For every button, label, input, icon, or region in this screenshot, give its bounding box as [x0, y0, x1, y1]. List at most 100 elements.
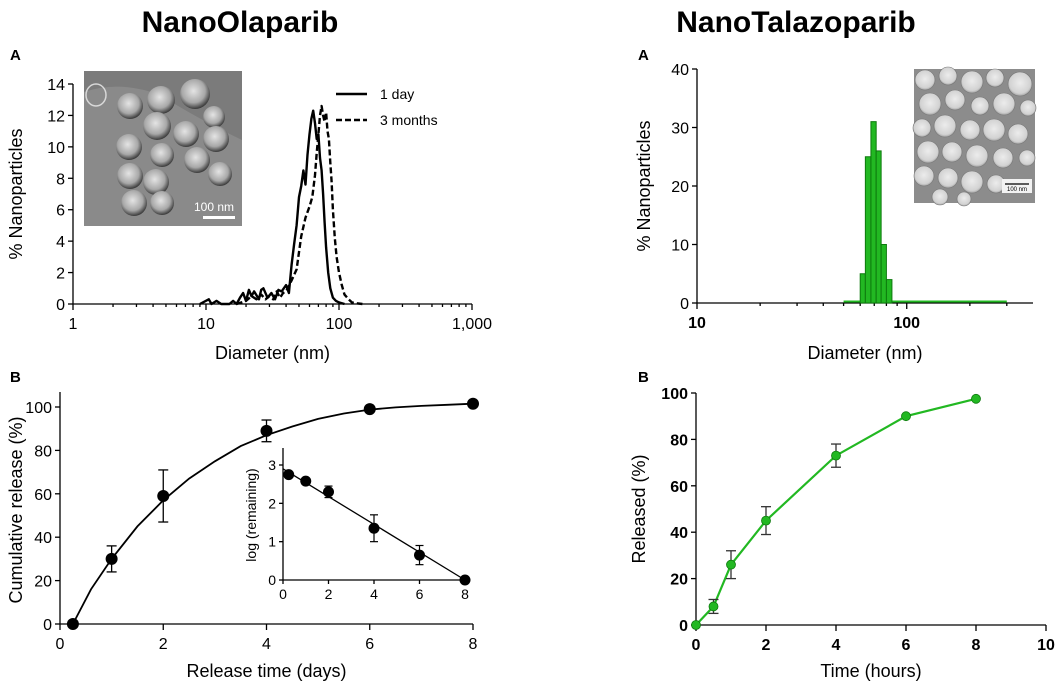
particle	[117, 163, 143, 189]
particle	[143, 112, 171, 140]
particle	[985, 68, 1005, 88]
y-tick-label: 0	[43, 617, 52, 634]
particle	[944, 89, 966, 111]
inset-data-point	[414, 549, 425, 561]
particle	[203, 106, 225, 128]
inset-data-point	[323, 486, 334, 498]
particle	[180, 79, 210, 109]
y-tick-label: 20	[34, 574, 52, 591]
inset-data-point	[368, 522, 380, 534]
histogram-bar	[885, 279, 893, 304]
histogram-bar	[880, 244, 887, 304]
particle	[960, 170, 984, 194]
x-tick-label: 1,000	[452, 316, 492, 333]
chart-olaparib-size-distribution: 0 2 4 6 8 10 12 14 1 10 100 1,000 Diameter (nm) % Nan…	[6, 77, 492, 363]
x-tick-label: 8	[469, 636, 478, 653]
data-point	[363, 403, 376, 416]
x-tick-label: 0	[692, 637, 701, 654]
particle	[1018, 149, 1036, 167]
y-tick-label: 20	[671, 179, 689, 196]
tem-micrograph-olaparib: 100 nm	[84, 71, 242, 226]
inset-x-tick-label: 8	[461, 586, 469, 602]
particle	[933, 114, 957, 138]
particle	[184, 147, 210, 173]
x-tick-label: 4	[832, 637, 841, 654]
y-tick-label: 0	[56, 297, 65, 314]
scale-bar-box-talazoparib	[1002, 179, 1032, 193]
particle	[143, 169, 169, 195]
inset-x-tick-label: 2	[325, 586, 333, 602]
y-tick-label: 20	[670, 572, 688, 589]
x-axis-label: Diameter (nm)	[807, 343, 922, 363]
particle	[931, 188, 949, 206]
particle	[960, 70, 984, 94]
particle	[912, 118, 932, 138]
x-tick-label: 10	[197, 316, 215, 333]
panel-label-olaparib-b: B	[10, 369, 21, 386]
chart-talazoparib-release: 0 20 40 60 80 100 0 2 4 6 8 10 Time (hours) Released …	[629, 386, 1055, 681]
particle	[916, 140, 940, 164]
release-line	[695, 397, 977, 626]
particle	[147, 86, 175, 114]
panel-label-talazoparib-a: A	[638, 47, 649, 64]
particle	[150, 143, 174, 167]
x-tick-label: 10	[1037, 637, 1055, 654]
histogram-bar	[859, 273, 866, 304]
y-tick-label: 40	[34, 530, 52, 547]
data-point	[708, 601, 719, 612]
y-tick-label: 0	[679, 618, 688, 635]
micrograph-ring	[85, 83, 107, 107]
particle	[208, 162, 232, 186]
x-tick-label: 2	[159, 636, 168, 653]
legend-label-1-day: 1 day	[380, 86, 414, 102]
y-tick-label: 80	[34, 443, 52, 460]
particle	[121, 190, 147, 216]
y-tick-label: 10	[671, 238, 689, 255]
y-tick-label: 12	[47, 108, 65, 125]
x-tick-label: 100	[893, 315, 920, 332]
x-tick-label: 100	[326, 316, 353, 333]
data-point	[105, 552, 118, 565]
fit-curve	[72, 402, 474, 625]
x-tick-label: 6	[902, 637, 911, 654]
y-tick-label: 8	[56, 171, 65, 188]
inset-x-tick-label: 6	[416, 586, 424, 602]
particle	[956, 191, 972, 207]
y-tick-label: 40	[671, 62, 689, 79]
particle	[918, 92, 942, 116]
data-point	[467, 397, 479, 410]
tem-micrograph-talazoparib: 100 nm	[912, 66, 1037, 207]
particle	[116, 134, 142, 160]
y-tick-label: 14	[47, 77, 65, 94]
y-axis-label: % Nanoparticles	[6, 128, 26, 259]
x-tick-label: 1	[69, 316, 78, 333]
data-point	[831, 450, 841, 461]
inset-data-point	[300, 475, 312, 487]
scale-bar-label-talazoparib: 100 nm	[1007, 187, 1027, 193]
y-tick-label: 10	[47, 140, 65, 157]
particle	[941, 141, 963, 163]
x-tick-label: 8	[972, 637, 981, 654]
y-tick-label: 6	[56, 203, 65, 220]
particle	[150, 191, 174, 215]
x-axis-label: Release time (days)	[186, 661, 346, 681]
y-tick-label: 80	[670, 432, 688, 449]
particle	[982, 118, 1006, 142]
y-tick-label: 40	[670, 525, 688, 542]
histogram-bar	[864, 156, 872, 304]
x-tick-label: 2	[762, 637, 771, 654]
y-tick-label: 60	[670, 479, 688, 496]
particle	[173, 121, 199, 147]
particle	[937, 167, 959, 189]
inset-data-point	[283, 469, 295, 481]
y-tick-label: 4	[56, 234, 65, 251]
series-line-1-day	[199, 109, 345, 306]
y-tick-label: 100	[661, 386, 688, 403]
y-axis-label: Cumulative release (%)	[6, 416, 26, 603]
inset-y-tick-label: 2	[268, 495, 276, 511]
chart-olaparib-log-inset: 0 1 2 3 0 2 4 6 8 log (remaining)	[243, 448, 471, 602]
particle	[1007, 71, 1033, 97]
x-tick-label: 6	[365, 636, 374, 653]
particle	[959, 119, 981, 141]
x-tick-label: 0	[56, 636, 65, 653]
